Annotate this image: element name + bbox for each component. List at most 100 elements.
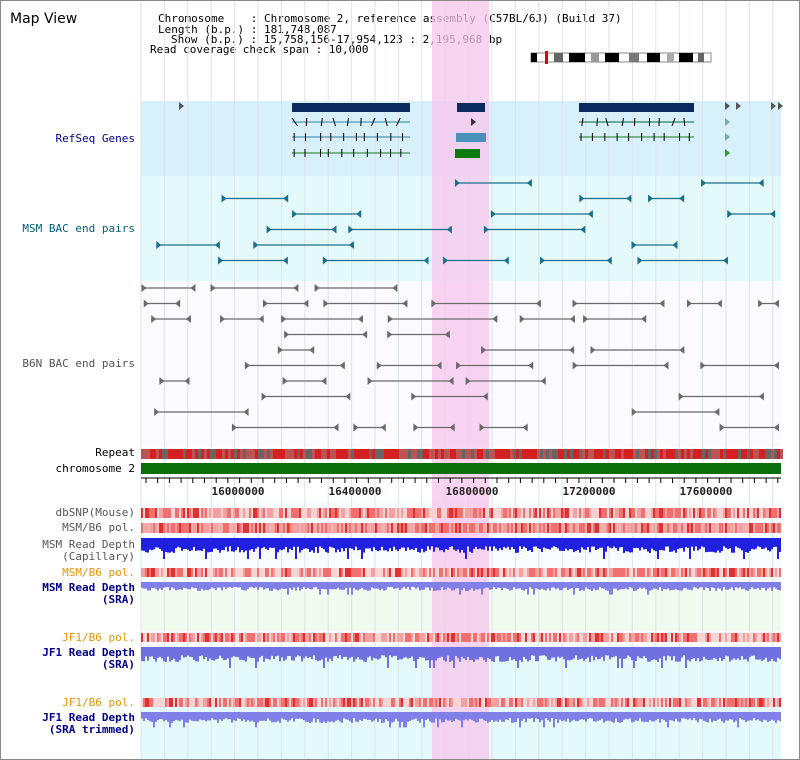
msm-depth-bar (755, 538, 757, 549)
jf1-b6-pol-label-1[interactable]: JF1/B6 pol. (62, 631, 135, 644)
jf1-b6-pol-cell (469, 633, 471, 642)
repeat-segment (615, 449, 618, 459)
dbsnp-cell (257, 508, 259, 518)
jf1-b6-pol-cell (723, 633, 725, 642)
jf1-depth-bar (447, 647, 449, 656)
jf1-b6-pol-cell (707, 698, 709, 707)
axis-tick-label: 16000000 (211, 485, 265, 498)
jf1-depth-bar (451, 647, 453, 661)
msm-b6-pol-cell (643, 523, 645, 533)
jf1-b6-pol-cell (303, 698, 305, 707)
msm-b6-pol-cell (613, 568, 615, 577)
jf1-b6-pol-cell (727, 698, 729, 707)
jf1-depth-bar (641, 647, 643, 659)
jf1-b6-pol-cell (233, 698, 235, 707)
dbsnp-cell (529, 508, 531, 518)
msm-b6-pol-cell (525, 568, 527, 577)
msm-b6-pol-cell (175, 568, 177, 577)
dbsnp-cell (315, 508, 317, 518)
msm-read-depth-sra-label[interactable]: MSM Read Depth (SRA) (42, 581, 135, 606)
msm-depth-bar (419, 538, 421, 553)
msm-b6-pol-cell (377, 523, 379, 533)
jf1-read-depth-trimmed-label[interactable]: JF1 Read Depth (SRA trimmed) (42, 711, 135, 736)
gene-block (579, 103, 694, 112)
msm-bac-pair-end (637, 256, 643, 265)
jf1-trim-depth-bar (461, 712, 463, 728)
b6n-bac-pair-end (678, 392, 684, 401)
jf1-trim-depth-bar (293, 712, 295, 722)
jf1-depth-bar (151, 647, 153, 657)
jf1-b6-pol-cell (571, 698, 573, 707)
jf1-b6-pol-cell (143, 633, 145, 642)
jf1-depth-bar (431, 647, 433, 661)
msm-sra-depth-bar (525, 582, 527, 590)
msm-depth-bar (253, 538, 255, 552)
jf1-trim-depth-bar (429, 712, 431, 722)
msm-b6-pol-cell (547, 568, 549, 577)
jf1-depth-bar (353, 647, 355, 662)
exon-tick (605, 117, 609, 127)
msm-depth-bar (657, 538, 659, 559)
msm-b6-pol-cell (397, 568, 399, 577)
msm-sra-depth-bar (171, 582, 173, 588)
dbsnp-cell (375, 508, 377, 518)
msm-b6-pol-cell (147, 568, 149, 577)
msm-depth-bar (189, 538, 191, 552)
jf1-depth-bar (247, 647, 249, 657)
msm-b6-pol-cell (637, 568, 639, 577)
ideogram-band (531, 53, 537, 62)
msm-read-depth-capillary-label[interactable]: MSM Read Depth (Capillary) (42, 538, 135, 563)
msm-depth-bar (455, 538, 457, 551)
jf1-trim-depth-bar (259, 712, 261, 721)
jf1-b6-pol-cell (347, 633, 349, 642)
jf1-b6-pol-cell (605, 633, 607, 642)
msm-depth-bar (187, 538, 189, 550)
msm-b6-pol-cell (575, 568, 577, 577)
jf1-b6-pol-cell (587, 633, 589, 642)
jf1-depth-bar (711, 647, 713, 660)
jf1-trim-depth-bar (541, 712, 543, 721)
msm-b6-pol-cell (259, 523, 261, 533)
msm-b6-pol-cell (703, 568, 705, 577)
msm-depth-bar (703, 538, 705, 548)
jf1-b6-pol-cell (639, 698, 641, 707)
jf1-depth-bar (357, 647, 359, 658)
dbsnp-label[interactable]: dbSNP(Mouse) (55, 506, 135, 519)
msm-depth-bar (535, 538, 537, 547)
jf1-depth-bar (715, 647, 717, 659)
b6n-bac-pair-end (159, 377, 165, 385)
jf1-b6-pol-cell (357, 698, 359, 707)
msm-sra-depth-bar (533, 582, 535, 595)
jf1-trim-depth-bar (407, 712, 409, 722)
msm-depth-bar (293, 538, 295, 547)
jf1-b6-pol-cell (541, 698, 543, 707)
jf1-trim-depth-bar (277, 712, 279, 722)
jf1-b6-pol-cell (423, 698, 425, 707)
jf1-b6-pol-cell (621, 698, 623, 707)
refseq-genes-label[interactable]: RefSeq Genes (55, 132, 135, 145)
msm-depth-bar (273, 538, 275, 548)
jf1-b6-pol-cell (383, 633, 385, 642)
jf1-trim-depth-bar (635, 712, 637, 721)
page-title: Map View (10, 11, 78, 27)
jf1-b6-pol-cell (721, 633, 723, 642)
jf1-trim-depth-bar (413, 712, 415, 720)
msm-bac-label[interactable]: MSM BAC end pairs (22, 222, 135, 235)
jf1-b6-pol-label-2[interactable]: JF1/B6 pol. (62, 696, 135, 709)
jf1-b6-pol-cell (191, 633, 193, 642)
msm-b6-pol-cell (723, 523, 725, 533)
jf1-depth-bar (631, 647, 633, 661)
jf1-b6-pol-cell (345, 698, 347, 707)
msm-b6-pol-cell (641, 523, 643, 533)
msm-sra-depth-bar (459, 582, 461, 595)
msm-b6-pol-label-1[interactable]: MSM/B6 pol. (62, 521, 135, 534)
jf1-b6-pol-cell (497, 633, 499, 642)
jf1-b6-pol-cell (711, 698, 713, 707)
b6n-bac-label[interactable]: B6N BAC end pairs (22, 357, 135, 370)
msm-b6-pol-cell (739, 523, 741, 533)
jf1-b6-pol-cell (271, 633, 273, 642)
jf1-trim-depth-bar (253, 712, 255, 722)
msm-b6-pol-label-2[interactable]: MSM/B6 pol. (62, 566, 135, 579)
jf1-read-depth-sra-label[interactable]: JF1 Read Depth (SRA) (42, 646, 135, 671)
